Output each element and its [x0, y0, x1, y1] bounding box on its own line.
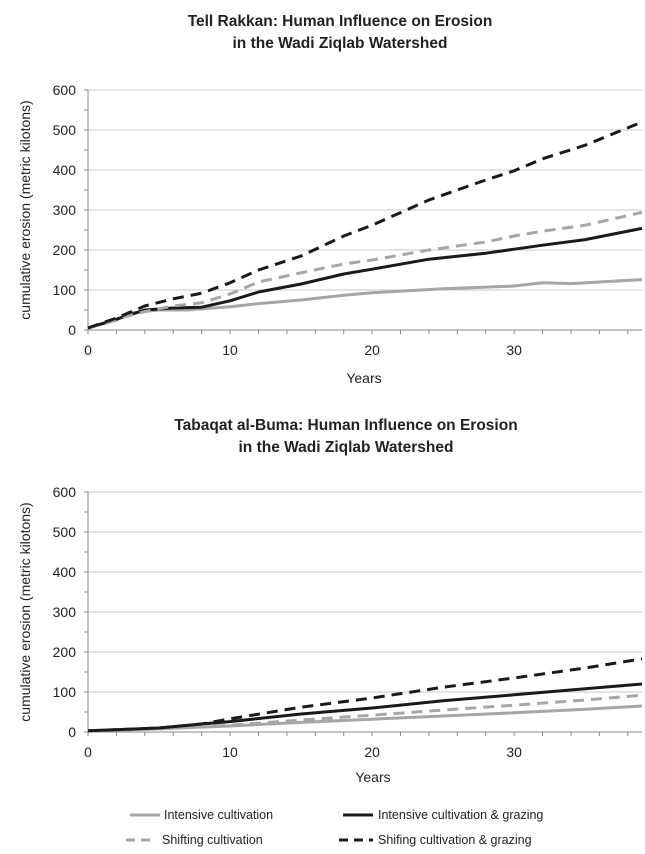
- y-tick-label: 400: [53, 564, 77, 580]
- y-tick-label: 600: [53, 82, 77, 98]
- y-tick-label: 0: [68, 322, 76, 338]
- y-tick-label: 500: [53, 122, 77, 138]
- chart-title-line1: Tabaqat al-Buma: Human Influence on Eros…: [174, 417, 517, 434]
- legend-label-shifting-cultivation-grazing: Shifing cultivation & grazing: [378, 833, 532, 847]
- y-tick-label: 100: [53, 282, 77, 298]
- series-line-shifting-cultivation: [87, 210, 643, 330]
- x-axis-label: Years: [355, 769, 390, 785]
- y-tick-label: 400: [53, 162, 77, 178]
- x-axis-label: Years: [346, 370, 381, 386]
- y-axis-label: cumulative erosion (metric kilotons): [17, 502, 33, 721]
- x-tick-label: 10: [222, 342, 238, 358]
- y-tick-label: 0: [68, 724, 76, 740]
- legend-label-intensive-cultivation: Intensive cultivation: [164, 808, 273, 822]
- x-tick-label: 30: [506, 342, 522, 358]
- chart-title-line2: in the Wadi Ziqlab Watershed: [238, 439, 453, 456]
- x-tick-label: 10: [222, 744, 238, 760]
- chart-tabaqat-al-buma: Tabaqat al-Buma: Human Influence on Eros…: [17, 417, 643, 785]
- x-tick-label: 0: [84, 342, 92, 358]
- y-tick-label: 200: [53, 644, 77, 660]
- x-tick-label: 20: [364, 342, 380, 358]
- y-tick-label: 600: [53, 484, 77, 500]
- legend: Intensive cultivation Intensive cultivat…: [126, 808, 543, 847]
- x-tick-label: 20: [364, 744, 380, 760]
- x-tick-label: 0: [84, 744, 92, 760]
- chart-title-line2: in the Wadi Ziqlab Watershed: [232, 35, 447, 52]
- y-tick-label: 200: [53, 242, 77, 258]
- series-line-shifting-cultivation: [87, 693, 643, 733]
- chart-title-line1: Tell Rakkan: Human Influence on Erosion: [188, 13, 493, 30]
- series-line-intensive-cultivation: [87, 278, 643, 330]
- y-tick-label: 100: [53, 684, 77, 700]
- y-axis-label: cumulative erosion (metric kilotons): [17, 100, 33, 319]
- series-line-shifing-cultivation-grazing: [87, 120, 643, 330]
- y-tick-label: 300: [53, 202, 77, 218]
- legend-label-shifting-cultivation: Shifting cultivation: [162, 833, 263, 847]
- legend-label-intensive-cultivation-grazing: Intensive cultivation & grazing: [378, 808, 543, 822]
- y-tick-label: 500: [53, 524, 77, 540]
- y-tick-label: 300: [53, 604, 77, 620]
- series-line-shifing-cultivation-grazing: [87, 657, 643, 733]
- series-line-intensive-cultivation-grazing: [87, 682, 643, 733]
- x-tick-label: 30: [506, 744, 522, 760]
- series-line-intensive-cultivation-grazing: [87, 226, 643, 330]
- chart-tell-rakkan: Tell Rakkan: Human Influence on Erosion …: [17, 13, 643, 386]
